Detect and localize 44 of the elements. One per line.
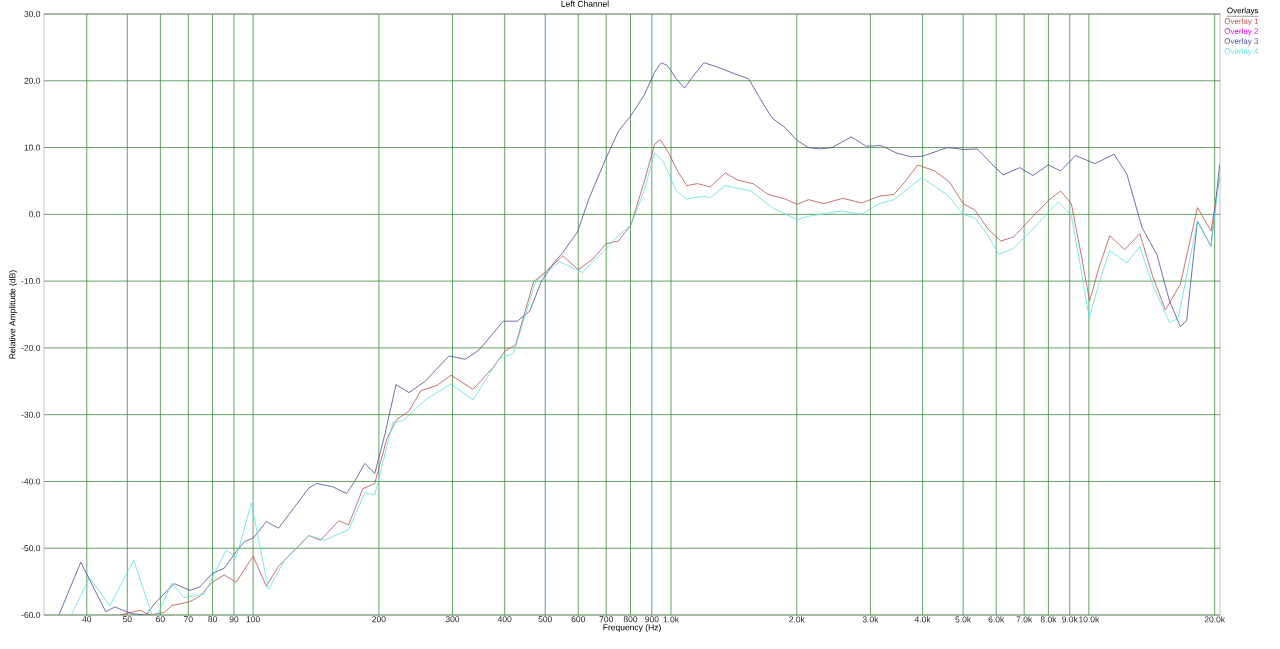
- x-tick-label: 100: [246, 616, 260, 623]
- text: Overlay 1: [1224, 18, 1259, 26]
- x-tick-label: 400: [497, 616, 512, 623]
- x-tick-label: 20.0k: [1204, 616, 1226, 623]
- legend-title: Overlays: [1227, 7, 1259, 15]
- text: Overlay 3: [1224, 38, 1259, 46]
- y-tick-label: -20.0: [21, 344, 41, 351]
- x-tick-label: 1.0k: [663, 616, 680, 623]
- y-tick-label: -60.0: [21, 612, 41, 618]
- y-tick-label: -10.0: [21, 278, 41, 285]
- x-tick-label: 4.0k: [914, 616, 931, 623]
- y-axis-title: Relative Amplitude (dB): [9, 270, 18, 359]
- x-tick-label: 90: [229, 616, 239, 623]
- y-tick-label: 10.0: [24, 144, 41, 151]
- y-tick-label: -30.0: [21, 411, 41, 418]
- x-tick-label: 5.0k: [955, 616, 972, 623]
- x-tick-label: 9.0k: [1062, 616, 1078, 623]
- x-tick-label: 10.0k: [1079, 616, 1100, 623]
- y-tick-label: -40.0: [21, 478, 41, 485]
- x-tick-label: 200: [372, 616, 386, 623]
- y-tick-label: 0.0: [28, 211, 41, 218]
- x-tick-label: 700: [599, 616, 613, 623]
- x-tick-label: 50: [122, 616, 132, 623]
- x-tick-label: 500: [538, 616, 552, 623]
- x-tick-label: 600: [571, 616, 586, 623]
- text: Overlay 4: [1224, 48, 1259, 56]
- x-tick-label: 7.0k: [1016, 616, 1033, 623]
- x-tick-label: 2.0k: [789, 616, 805, 623]
- x-tick-label: 8.0k: [1040, 616, 1057, 623]
- y-tick-label: 20.0: [24, 77, 41, 84]
- legend-label: Overlay 2: [1224, 28, 1259, 36]
- x-tick-label: 900: [645, 616, 659, 623]
- x-tick-label: 60: [156, 616, 165, 623]
- x-tick-label: 6.0k: [988, 616, 1005, 623]
- x-tick-label: 70: [184, 616, 193, 623]
- y-tick-label: 30.0: [24, 11, 41, 18]
- x-tick-label: 300: [445, 616, 460, 623]
- x-tick-label: 3.0k: [862, 616, 879, 623]
- x-tick-label: 40: [82, 616, 92, 623]
- x-tick-label: 80: [208, 616, 217, 623]
- chart-title: Left Channel: [561, 0, 609, 7]
- x-axis-title: Frequency (Hz): [603, 624, 661, 633]
- x-tick-label: 800: [623, 616, 638, 623]
- y-tick-label: -50.0: [21, 545, 41, 552]
